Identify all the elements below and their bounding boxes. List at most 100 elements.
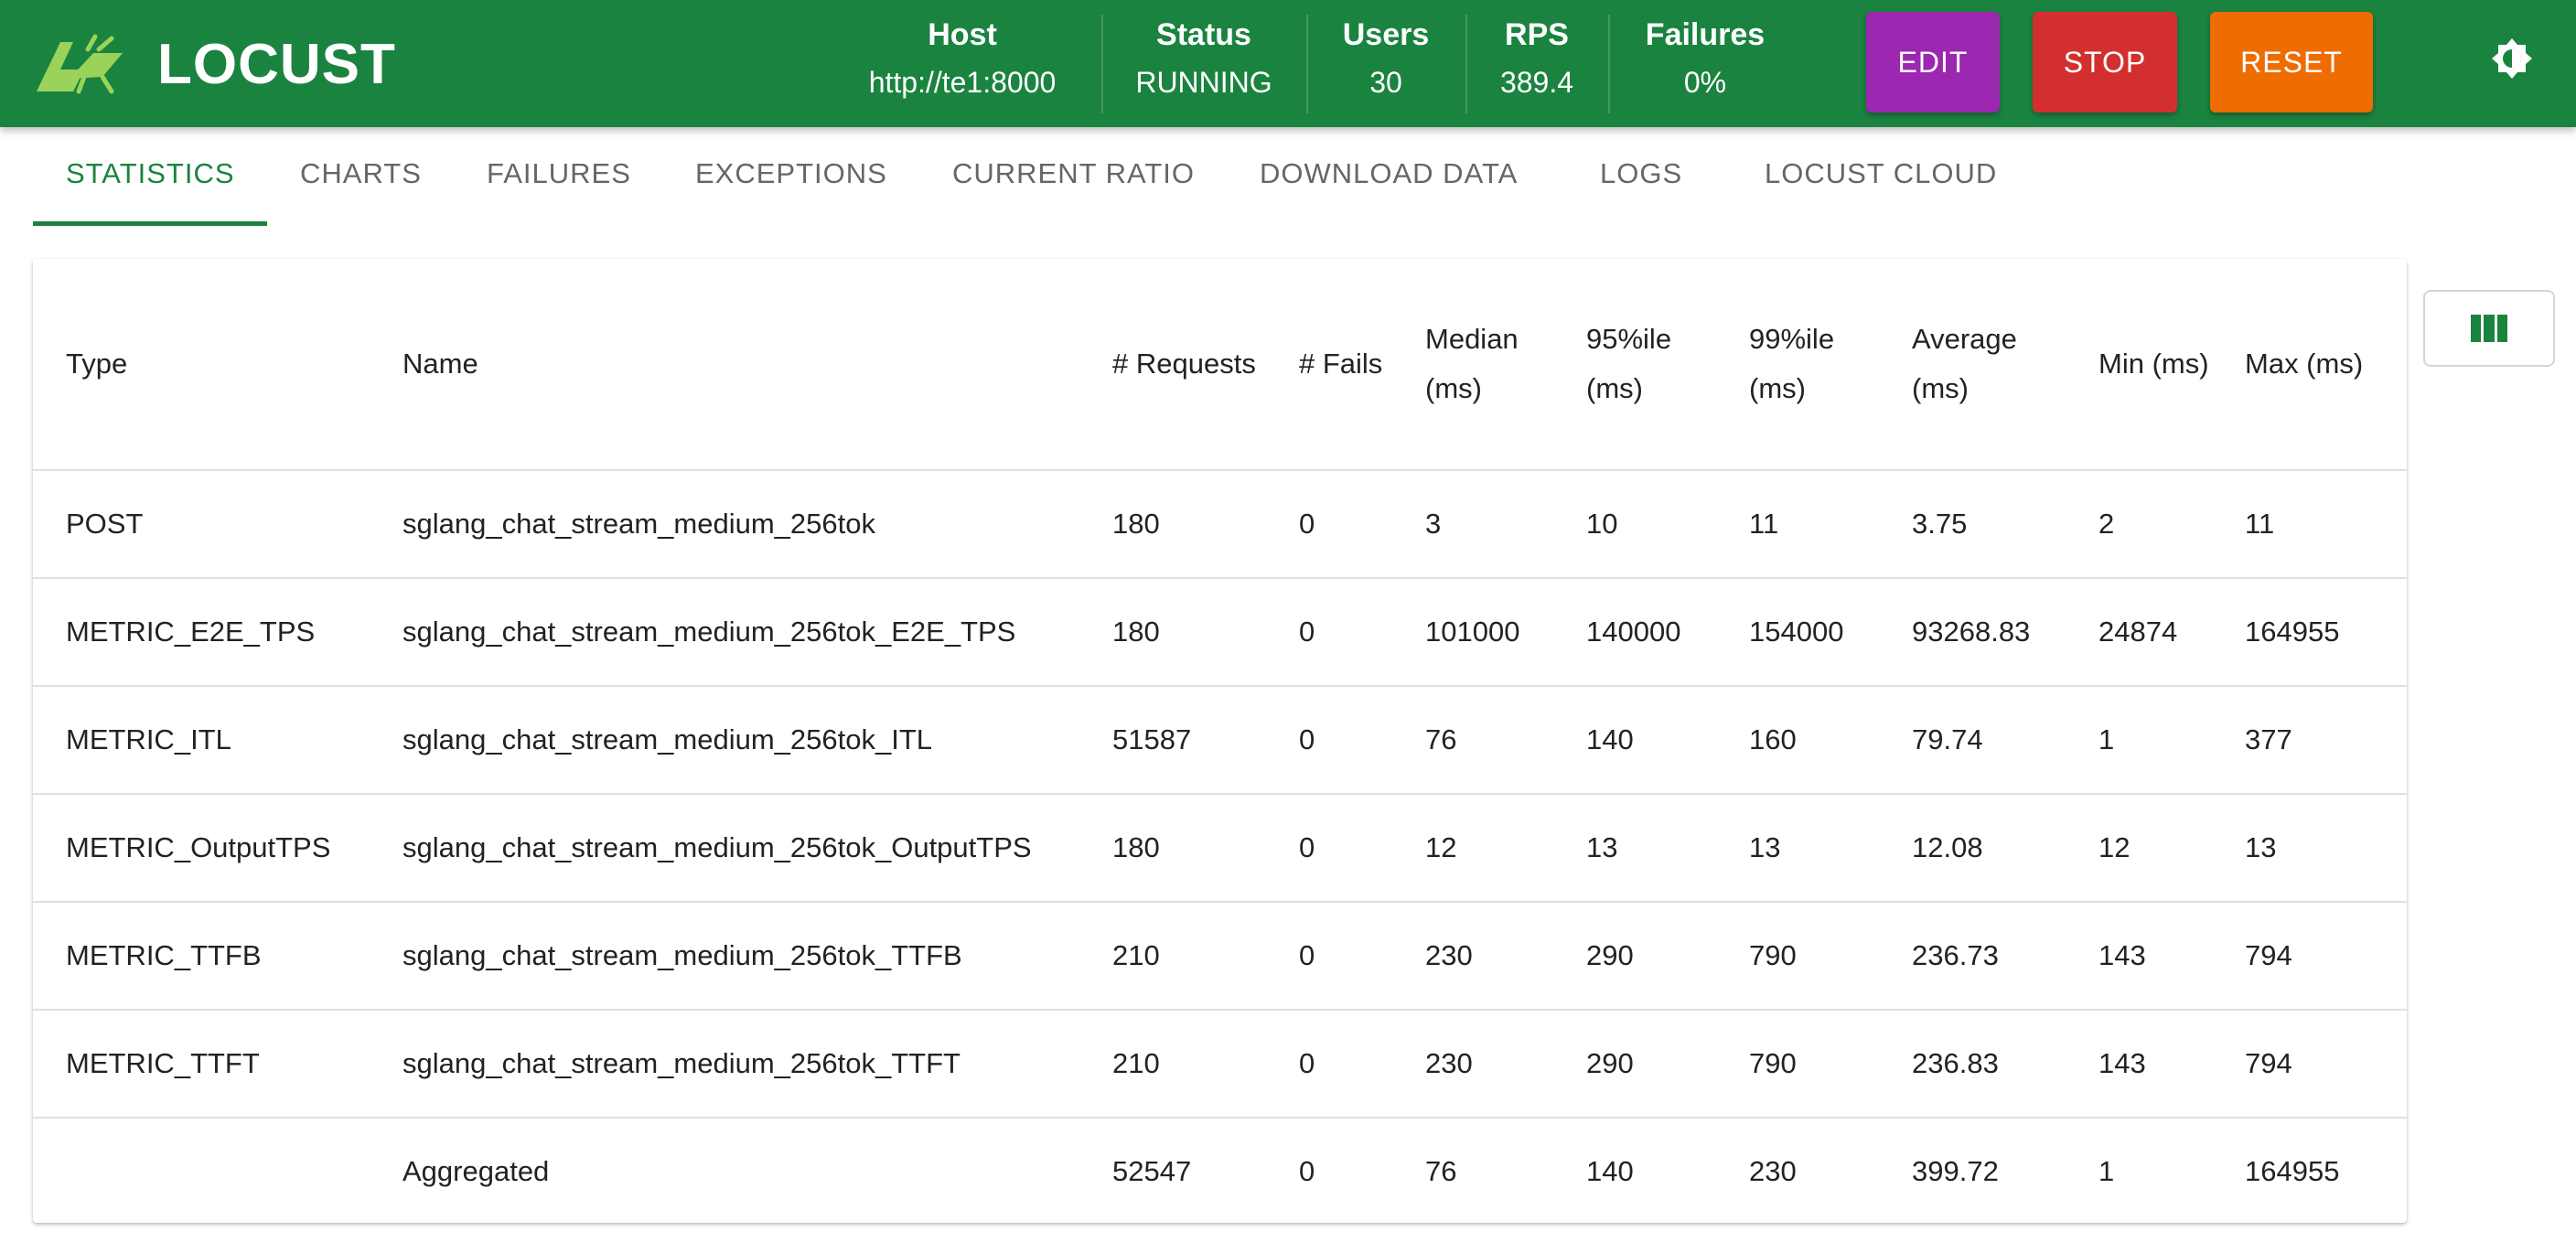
cell-95ile: 10 [1553, 470, 1716, 579]
cell-95ile: 13 [1553, 794, 1716, 903]
cell-type: METRIC_TTFB [33, 902, 370, 1011]
cell-type: POST [33, 470, 370, 579]
tab-download-data[interactable]: DOWNLOAD DATA [1260, 157, 1519, 189]
cell-median: 76 [1392, 686, 1553, 795]
edit-button[interactable]: EDIT [1866, 12, 2000, 112]
theme-toggle-icon[interactable] [2490, 37, 2534, 80]
tab-locust-cloud[interactable]: LOCUST CLOUD [1765, 157, 1998, 189]
aggregated-row: Aggregated 52547 0 76 140 230 399.72 1 1… [33, 1118, 2407, 1223]
column-header-fails[interactable]: # Fails [1266, 259, 1392, 471]
cell-average: 399.72 [1912, 1155, 1999, 1187]
cell-max: 13 [2212, 794, 2375, 903]
cell-max: 11 [2212, 470, 2375, 579]
cell-type: METRIC_E2E_TPS [33, 578, 370, 687]
column-header-name[interactable]: Name [370, 259, 1079, 471]
table-row: METRIC_OutputTPS sglang_chat_stream_medi… [33, 794, 2407, 903]
cell-requests: 180 [1079, 470, 1266, 579]
column-header-max[interactable]: Max (ms) [2212, 259, 2375, 471]
cell-clipped [2375, 470, 2407, 579]
table-row: METRIC_ITL sglang_chat_stream_medium_256… [33, 686, 2407, 795]
reset-button[interactable]: RESET [2210, 12, 2373, 112]
cell-fails: 0 [1266, 902, 1392, 1011]
users-label: Users [1342, 17, 1430, 52]
cell-name: sglang_chat_stream_medium_256tok [370, 470, 1079, 579]
tab-exceptions[interactable]: EXCEPTIONS [695, 157, 887, 189]
cell-min: 1 [2066, 686, 2212, 795]
stop-button[interactable]: STOP [2033, 12, 2177, 112]
cell-clipped [2375, 794, 2407, 903]
cell-requests: 210 [1079, 1010, 1266, 1119]
cell-fails: 0 [1266, 686, 1392, 795]
host-label: Host [928, 17, 997, 52]
logo[interactable]: LOCUST [33, 33, 396, 97]
statistics-table: Type Name # Requests # Fails Median (ms)… [33, 259, 2407, 1223]
tab-statistics[interactable]: STATISTICS [66, 157, 235, 189]
statistics-table-container[interactable]: Type Name # Requests # Fails Median (ms)… [33, 259, 2407, 1223]
rps-stat: RPS 389.4 [1491, 13, 1583, 108]
cell-type: METRIC_TTFT [33, 1010, 370, 1119]
cell-clipped [2375, 1010, 2407, 1119]
cell-name: Aggregated [402, 1155, 550, 1187]
cell-requests: 180 [1079, 794, 1266, 903]
cell-type: METRIC_OutputTPS [33, 794, 370, 903]
tab-failures[interactable]: FAILURES [487, 157, 631, 189]
cell-name: sglang_chat_stream_medium_256tok_E2E_TPS [370, 578, 1079, 687]
rps-label: RPS [1505, 17, 1569, 52]
cell-name: sglang_chat_stream_medium_256tok_TTFT [370, 1010, 1079, 1119]
cell-min: 143 [2066, 902, 2212, 1011]
cell-clipped [2375, 902, 2407, 1011]
rps-value: 389.4 [1499, 66, 1574, 99]
cell-max: 794 [2212, 902, 2375, 1011]
tab-charts[interactable]: CHARTS [300, 157, 422, 189]
failures-value: 0% [1683, 66, 1727, 99]
cell-95ile: 140 [1586, 1155, 1634, 1187]
cell-median: 76 [1425, 1155, 1457, 1187]
locust-logo-icon [37, 34, 123, 94]
cell-clipped [2375, 686, 2407, 795]
cell-99ile: 13 [1716, 794, 1879, 903]
failures-stat: Failures 0% [1636, 13, 1775, 108]
stat-divider [1306, 15, 1308, 113]
stat-divider [1465, 15, 1467, 113]
column-header-median[interactable]: Median (ms) [1392, 259, 1553, 471]
cell-name: sglang_chat_stream_medium_256tok_TTFB [370, 902, 1079, 1011]
column-header-type[interactable]: Type [33, 259, 370, 471]
table-row: METRIC_TTFB sglang_chat_stream_medium_25… [33, 902, 2407, 1011]
table-row: METRIC_TTFT sglang_chat_stream_medium_25… [33, 1010, 2407, 1119]
app-bar: LOCUST Host http://te1:8000 Status RUNNI… [0, 0, 2576, 127]
column-header-99ile[interactable]: 99%ile (ms) [1716, 259, 1879, 471]
column-header-clipped [2375, 259, 2407, 471]
cell-median: 230 [1392, 902, 1553, 1011]
stat-divider [1608, 15, 1610, 113]
cell-fails: 0 [1266, 794, 1392, 903]
cell-min: 143 [2066, 1010, 2212, 1119]
cell-median: 230 [1392, 1010, 1553, 1119]
cell-95ile: 290 [1553, 902, 1716, 1011]
cell-fails: 0 [1266, 578, 1392, 687]
table-header-row: Type Name # Requests # Fails Median (ms)… [33, 259, 2407, 471]
cell-min: 2 [2066, 470, 2212, 579]
table-row: POST sglang_chat_stream_medium_256tok 18… [33, 470, 2407, 579]
column-selector-button[interactable] [2423, 290, 2555, 367]
cell-95ile: 140 [1553, 686, 1716, 795]
cell-name: sglang_chat_stream_medium_256tok_OutputT… [370, 794, 1079, 903]
tab-logs[interactable]: LOGS [1600, 157, 1683, 189]
cell-min: 24874 [2066, 578, 2212, 687]
cell-99ile: 790 [1716, 902, 1879, 1011]
tab-current-ratio[interactable]: CURRENT RATIO [952, 157, 1196, 189]
host-value: http://te1:8000 [868, 66, 1057, 99]
cell-average: 93268.83 [1879, 578, 2066, 687]
column-header-min[interactable]: Min (ms) [2066, 259, 2212, 471]
cell-type [33, 1118, 370, 1223]
cell-99ile: 790 [1716, 1010, 1879, 1119]
cell-99ile: 154000 [1716, 578, 1879, 687]
failures-label: Failures [1645, 17, 1766, 52]
cell-median: 101000 [1392, 578, 1553, 687]
column-header-requests[interactable]: # Requests [1079, 259, 1266, 471]
view-columns-icon [2471, 315, 2507, 342]
cell-99ile: 11 [1716, 470, 1879, 579]
cell-99ile: 230 [1749, 1155, 1797, 1187]
column-header-average[interactable]: Average (ms) [1879, 259, 2066, 471]
column-header-95ile[interactable]: 95%ile (ms) [1553, 259, 1716, 471]
cell-min: 12 [2066, 794, 2212, 903]
